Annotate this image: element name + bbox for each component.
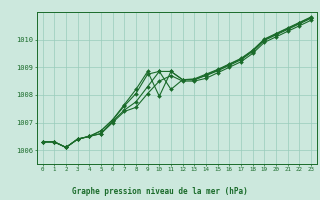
Text: Graphe pression niveau de la mer (hPa): Graphe pression niveau de la mer (hPa): [72, 187, 248, 196]
